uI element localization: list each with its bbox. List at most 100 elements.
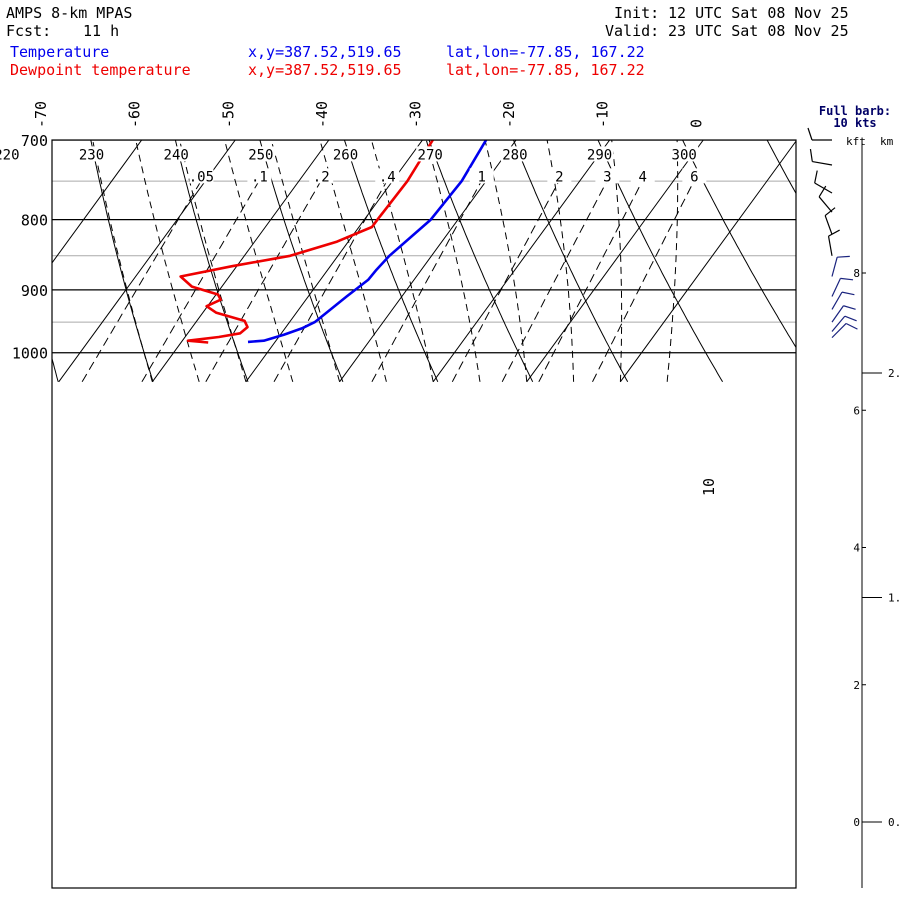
wind-barb-staff-8: [831, 291, 843, 310]
km-tick-label-0: 0.: [888, 816, 900, 829]
forecast-hours: 11 h: [83, 22, 120, 40]
dry-adiabat-label-300: 300: [672, 147, 697, 163]
mixing-ratio-label-bg-3: [375, 168, 400, 184]
kft-tick-label-4: 4: [853, 542, 860, 555]
moist-adiabat-0: [484, 140, 528, 382]
dewpoint-legend-latlon: lat,lon=-77.85, 167.22: [446, 61, 645, 79]
dry-adiabat-label-bg-260: [331, 146, 360, 162]
wind-barb-flag-10: [844, 315, 857, 322]
moist-adiabat--10: [370, 140, 434, 382]
isotherm-0: [526, 140, 704, 383]
mixing-ratio-line-8: [592, 172, 699, 383]
dry-adiabat-label-260: 260: [333, 147, 358, 163]
moist-adiabat--30: [179, 140, 247, 382]
mixing-ratio-label-bg-2: [309, 168, 334, 184]
valid-label: Valid:: [605, 22, 660, 40]
dewpoint-legend-label: Dewpoint temperature: [10, 61, 191, 79]
isotherm-label--70: -70: [32, 101, 50, 128]
kft-tick-label-8: 8: [853, 267, 860, 280]
wind-barb-flag-9: [843, 305, 856, 310]
kft-tick-label-0: 0: [853, 816, 860, 829]
init-label: Init:: [614, 4, 660, 22]
mixing-ratio-line-3: [273, 172, 392, 383]
wind-barb-flag-8: [841, 291, 855, 296]
mixing-ratio-label-8: 6: [690, 169, 698, 185]
dry-adiabat-250: [259, 140, 344, 382]
wind-barb-staff-6: [831, 257, 838, 277]
mixing-ratio-label-bg-4: [469, 168, 494, 184]
plot-frame: [51, 139, 797, 889]
temperature-legend-latlon: lat,lon=-77.85, 167.22: [446, 43, 645, 61]
dry-adiabat-280: [512, 140, 629, 383]
inner-labels: 220 230 240 250 260 270 280 290 300 .05 .1 .2 .4 1 2 3 4…: [0, 146, 707, 185]
mixing-ratio-label-1: .1: [251, 169, 268, 185]
mixing-ratio-label-7: 4: [638, 169, 646, 185]
isotherm-label--20: -20: [500, 101, 518, 128]
outer-labels: 700 800 900 1000 -70 -60 -50 -40 -30 -20 -10 0 10: [12, 101, 718, 496]
km-tick-label-2: 2.: [888, 367, 900, 380]
wind-barb-flag-4: [824, 207, 836, 217]
dry-adiabat-label-230: 230: [79, 147, 104, 163]
dry-adiabat-label-290: 290: [587, 147, 612, 163]
kft-label: kft: [846, 135, 866, 148]
side-panel: Full barb:10 kts kft km 8 6 4 2 0 2. 1. 0.: [807, 104, 900, 888]
forecast-label: Fcst:: [6, 22, 52, 40]
temperature-legend-label: Temperature: [10, 43, 110, 61]
dry-adiabat-label-bg-230: [77, 146, 106, 162]
dry-adiabat-label-bg-270: [416, 146, 445, 162]
moist-adiabat--5: [425, 140, 481, 382]
kft-tick-label-2: 2: [853, 679, 860, 692]
dry-adiabat-label-bg-240: [162, 146, 191, 162]
mixing-ratio-label-bg-7: [630, 168, 655, 184]
dry-adiabat-290: [597, 140, 724, 383]
wind-barb-staff-1: [812, 160, 833, 166]
pressure-label-1000: 1000: [12, 345, 48, 363]
wind-barb-staff-2: [814, 182, 833, 194]
mixing-ratio-line-1: [141, 172, 265, 383]
mixing-ratio-label-bg-0: [189, 168, 214, 184]
mixing-ratio-label-bg-5: [547, 168, 572, 184]
dry-adiabat-label-bg-220: [0, 146, 21, 162]
valid-time: 23 UTC Sat 08 Nov 25: [668, 22, 849, 40]
pressure-label-700: 700: [21, 132, 48, 150]
mixing-ratio-label-2: .2: [313, 169, 330, 185]
wind-barb-staff-3: [818, 196, 833, 213]
dry-adiabat-label-280: 280: [502, 147, 527, 163]
isotherm-label-0: 0: [687, 119, 705, 128]
dry-adiabat-300: [682, 140, 796, 349]
mixing-ratio-label-0: .05: [189, 169, 214, 185]
dry-adiabat-label-220: 220: [0, 147, 20, 163]
dry-adiabat-label-250: 250: [248, 147, 273, 163]
wind-barb-staff-10: [831, 315, 846, 332]
mixing-ratio-line-2: [205, 172, 326, 383]
dry-adiabat-label-bg-290: [585, 146, 614, 162]
dewpoint-line: [179, 140, 434, 344]
model-title: AMPS 8-km MPAS: [6, 4, 133, 22]
isotherm--40: [151, 140, 330, 383]
wind-barb-staff-7: [831, 278, 841, 297]
mixing-ratio-label-4: 1: [478, 169, 486, 185]
isotherm-label--30: -30: [406, 101, 424, 128]
mixing-ratio-label-6: 3: [603, 169, 611, 185]
km-tick-label-1: 1.: [888, 592, 900, 605]
mixing-ratio-label-5: 2: [555, 169, 563, 185]
wind-barb-flag-0: [807, 127, 813, 141]
isotherm-label--50: -50: [219, 101, 237, 128]
temperature-line: [247, 140, 488, 344]
dry-adiabat-230: [90, 140, 154, 382]
mixing-ratio-label-bg-1: [247, 168, 272, 184]
pressure-label-800: 800: [21, 212, 48, 230]
dry-adiabat-label-bg-250: [246, 146, 275, 162]
mixing-ratio-line-7: [538, 172, 647, 383]
mixing-ratio-label-bg-6: [595, 168, 620, 184]
dry-adiabat-label-240: 240: [164, 147, 189, 163]
wind-barb-flag-7: [840, 277, 854, 281]
isotherm-label--10: -10: [594, 101, 612, 128]
moist-adiabat--35: [135, 140, 200, 382]
dry-adiabat-label-270: 270: [418, 147, 443, 163]
isotherm--10: [432, 140, 611, 383]
wind-barb-flag-5: [828, 229, 840, 237]
isotherm--60: [52, 140, 143, 264]
moist-adiabat--25: [224, 140, 294, 382]
